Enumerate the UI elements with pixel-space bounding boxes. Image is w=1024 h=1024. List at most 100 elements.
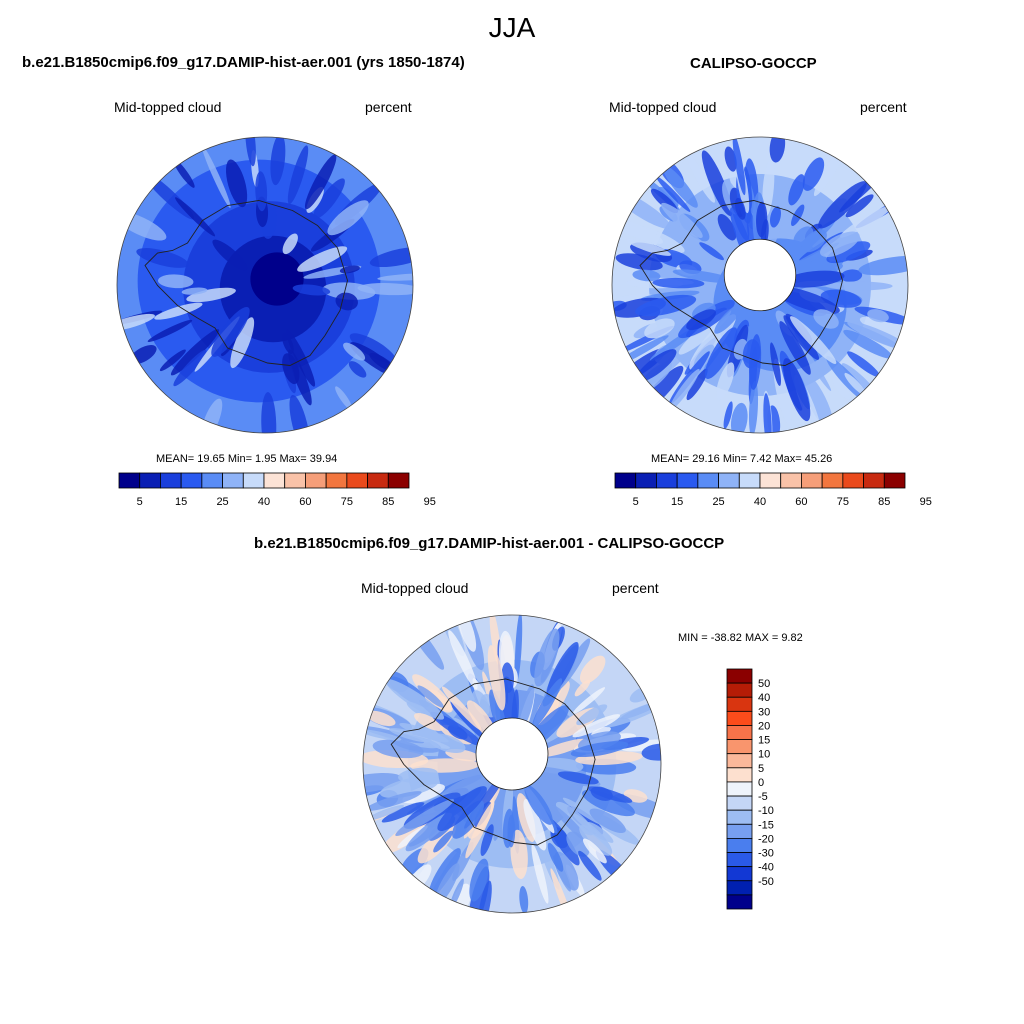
obs-colorbar-tick-label: 95 [920,496,932,508]
model-colorbar-box [139,472,161,489]
obs-polar-map [611,136,909,434]
model-map-border [116,136,414,434]
diff-colorbar-box [726,880,753,896]
model-colorbar: 5 15 25 40 60 75 85 95 [118,472,436,508]
model-coastline [144,200,348,366]
obs-colorbar-box [883,472,906,489]
diff-colorbar-tick-label: -30 [758,848,774,860]
diff-colorbar-tick-label: 50 [758,678,770,690]
diff-variable-label: Mid-topped cloud [361,580,469,596]
diff-coastline [390,678,596,846]
diff-colorbar-box [726,823,753,839]
model-colorbar-box [325,472,348,489]
obs-colorbar-box [759,472,782,489]
obs-coastline [639,200,843,366]
obs-colorbar-box [821,472,844,489]
model-units-label: percent [365,99,412,115]
model-colorbar-box [387,472,410,489]
obs-colorbar-box [676,472,699,489]
diff-colorbar-box [726,781,753,797]
model-colorbar-tick-label: 60 [299,496,311,508]
diff-missing-data-hole [475,717,549,791]
obs-units-label: percent [860,99,907,115]
model-colorbar-box [305,472,327,489]
diff-colorbar-tick-label: 15 [758,735,770,747]
model-stats: MEAN= 19.65 Min= 1.95 Max= 39.94 [156,453,338,465]
diff-colorbar-tick-label: 5 [758,763,764,775]
diff-colorbar-box [726,767,753,783]
diff-colorbar-box [726,725,753,740]
obs-colorbar-box [614,472,637,489]
diff-colorbar-box [726,894,753,910]
model-colorbar-tick-label: 15 [175,496,187,508]
obs-colorbar-tick-label: 60 [795,496,807,508]
obs-colorbar-tick-label: 40 [754,496,766,508]
diff-colorbar-box [726,682,753,698]
diff-colorbar-box [726,795,753,811]
obs-colorbar-box [842,472,864,489]
obs-colorbar-tick-label: 15 [671,496,683,508]
diff-colorbar-tick-label: 40 [758,692,770,704]
model-colorbar-box [222,472,244,489]
obs-colorbar-box [801,472,823,489]
diff-colorbar-box [726,753,753,769]
diff-colorbar-box [726,739,753,755]
obs-stats: MEAN= 29.16 Min= 7.42 Max= 45.26 [651,453,833,465]
diff-colorbar-box [726,809,753,825]
obs-variable-label: Mid-topped cloud [609,99,717,115]
model-colorbar-box [242,472,265,489]
figure-title: JJA [488,12,536,43]
model-colorbar-box [346,472,368,489]
obs-colorbar-box [780,472,802,489]
model-polar-map [116,136,414,434]
obs-colorbar-tick-label: 75 [837,496,849,508]
model-colorbar-tick-label: 85 [382,496,394,508]
diff-colorbar-tick-label: -20 [758,833,774,845]
diff-stats: MIN = -38.82 MAX = 9.82 [678,632,803,644]
model-panel-title: b.e21.B1850cmip6.f09_g17.DAMIP-hist-aer.… [22,54,465,71]
obs-colorbar-box [718,472,740,489]
obs-colorbar-box [656,472,678,489]
model-colorbar-tick-label: 40 [258,496,270,508]
diff-colorbar-tick-label: 0 [758,777,764,789]
obs-panel-title: CALIPSO-GOCCP [690,55,817,72]
model-colorbar-box [201,472,223,489]
diff-colorbar-tick-label: 20 [758,720,770,732]
obs-colorbar-box [863,472,885,489]
model-colorbar-tick-label: 95 [424,496,436,508]
obs-colorbar-box [635,472,657,489]
model-colorbar-box [118,472,141,489]
model-colorbar-box [180,472,203,489]
model-colorbar-box [367,472,389,489]
diff-colorbar-tick-label: -15 [758,819,774,831]
diff-map-border [362,614,662,914]
obs-colorbar-tick-label: 25 [712,496,724,508]
obs-map-border [611,136,909,434]
diff-colorbar-tick-label: -50 [758,876,774,888]
obs-colorbar-box [697,472,719,489]
obs-colorbar-box [738,472,761,489]
model-variable-label: Mid-topped cloud [114,99,222,115]
obs-colorbar-tick-label: 5 [633,496,639,508]
model-colorbar-box [284,472,306,489]
model-colorbar-tick-label: 25 [216,496,228,508]
diff-colorbar-box [726,696,753,712]
diff-polar-map [362,614,662,914]
diff-colorbar-box [726,866,753,882]
diff-panel-title: b.e21.B1850cmip6.f09_g17.DAMIP-hist-aer.… [254,535,725,552]
diff-colorbar-box [726,852,753,868]
diff-colorbar-tick-label: 30 [758,706,770,718]
model-colorbar-box [263,472,286,489]
diff-units-label: percent [612,580,659,596]
model-colorbar-tick-label: 5 [137,496,143,508]
diff-colorbar-tick-label: -40 [758,862,774,874]
diff-colorbar-box [726,710,753,726]
diff-colorbar-box [726,668,753,684]
diff-colorbar-tick-label: -5 [758,791,768,803]
model-colorbar-box [160,472,182,489]
obs-colorbar-tick-label: 85 [878,496,890,508]
model-colorbar-tick-label: 75 [341,496,353,508]
obs-colorbar: 5 15 25 40 60 75 85 95 [614,472,932,508]
diff-colorbar-tick-label: 10 [758,749,770,761]
